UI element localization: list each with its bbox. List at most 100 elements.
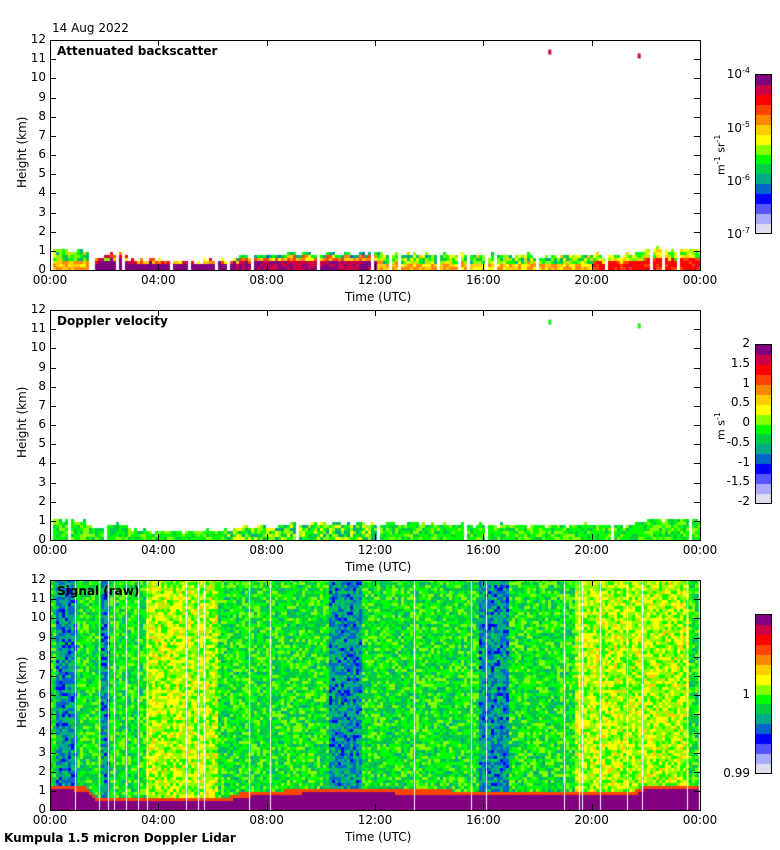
backscatter-colorbar (755, 74, 772, 234)
xtick-mark (375, 310, 376, 316)
xtick-mark (483, 40, 485, 46)
xtick-label: 04:00 (141, 273, 176, 287)
ytick-mark (694, 212, 700, 214)
xtick-mark (483, 264, 485, 270)
ytick-label: 11 (30, 591, 46, 606)
xtick-mark (700, 804, 701, 810)
xtick-label: 00:00 (682, 813, 718, 827)
cb0-tick-1e-4: 10-4 (726, 66, 750, 81)
ytick-mark (50, 637, 56, 639)
ytick-mark (50, 174, 56, 176)
ytick-label: 11 (30, 321, 46, 336)
ytick-mark (50, 135, 56, 137)
xtick-mark (591, 40, 593, 46)
ytick-mark (694, 329, 700, 331)
ytick-label: 9 (38, 89, 46, 104)
ytick-label: 1 (38, 512, 46, 527)
cb0-tick-1e-6: 10-6 (726, 173, 750, 188)
ytick-mark (694, 405, 700, 407)
ytick-mark (50, 386, 56, 388)
xtick-label: 16:00 (466, 543, 501, 557)
ytick-mark (694, 116, 700, 118)
xtick-mark (266, 40, 268, 46)
signal-xlabel: Time (UTC) (345, 830, 412, 844)
xtick-label: 20:00 (574, 273, 609, 287)
velocity-ylabel: Height (km) (15, 386, 29, 458)
xtick-label: 04:00 (141, 543, 176, 557)
xtick-mark (50, 534, 51, 540)
ytick-mark (694, 310, 700, 311)
ytick-mark (50, 405, 56, 407)
ytick-label: 6 (38, 687, 46, 701)
ytick-mark (50, 59, 56, 61)
velocity-xlabel: Time (UTC) (345, 560, 412, 574)
xtick-mark (700, 40, 701, 46)
xtick-mark (700, 580, 701, 586)
ytick-mark (50, 212, 56, 214)
cb1-tick: 1 (742, 375, 750, 390)
ytick-mark (694, 193, 700, 195)
ytick-mark (50, 310, 56, 311)
xtick-mark (266, 534, 268, 540)
ytick-label: 3 (38, 474, 46, 489)
ytick-mark (694, 78, 700, 80)
ytick-mark (694, 501, 700, 503)
ytick-mark (694, 425, 700, 426)
xtick-mark (50, 264, 51, 270)
ytick-mark (694, 97, 700, 99)
ytick-mark (50, 580, 56, 581)
ytick-mark (694, 599, 700, 601)
cb0-units-label: m-1 sr-1 (713, 134, 728, 175)
ytick-mark (694, 810, 700, 811)
ytick-mark (50, 155, 56, 156)
ytick-mark (694, 656, 700, 658)
ytick-mark (694, 695, 700, 696)
cb1-tick: 1.5 (730, 355, 750, 370)
xtick-mark (158, 264, 160, 270)
backscatter-title: Attenuated backscatter (57, 44, 218, 58)
ytick-mark (50, 618, 56, 620)
xtick-label: 00:00 (32, 273, 68, 287)
xtick-mark (700, 264, 701, 270)
ytick-mark (694, 40, 700, 41)
xtick-mark (50, 580, 51, 586)
backscatter-xlabel: Time (UTC) (345, 290, 412, 304)
ytick-label: 12 (30, 572, 46, 586)
xtick-mark (50, 40, 51, 46)
ytick-mark (50, 599, 56, 601)
xtick-label: 20:00 (574, 813, 609, 827)
cb1-units-label: m s-1 (713, 412, 728, 440)
xtick-label: 04:00 (141, 813, 176, 827)
xtick-mark (483, 580, 485, 586)
ytick-mark (694, 714, 700, 716)
ytick-label: 2 (38, 763, 46, 778)
backscatter-heatmap (50, 40, 700, 270)
xtick-mark (483, 310, 485, 316)
ytick-mark (694, 463, 700, 465)
ytick-label: 7 (38, 667, 46, 682)
xtick-label: 00:00 (682, 273, 718, 287)
signal-title: Signal (raw) (57, 584, 140, 598)
ytick-label: 5 (38, 436, 46, 451)
ytick-mark (694, 790, 700, 792)
ytick-label: 6 (38, 147, 46, 161)
ytick-label: 2 (38, 223, 46, 238)
ytick-mark (50, 771, 56, 773)
ytick-mark (694, 348, 700, 350)
cb0-tick-1e-5: 10-5 (726, 120, 750, 135)
xtick-mark (158, 804, 160, 810)
ytick-mark (694, 135, 700, 137)
xtick-mark (591, 580, 593, 586)
ytick-label: 5 (38, 166, 46, 181)
xtick-mark (158, 40, 160, 46)
ytick-label: 7 (38, 127, 46, 142)
ytick-label: 12 (30, 32, 46, 46)
xtick-mark (591, 804, 593, 810)
ytick-label: 10 (30, 610, 46, 625)
ytick-mark (694, 637, 700, 639)
ytick-label: 1 (38, 242, 46, 257)
ytick-mark (694, 367, 700, 369)
ytick-mark (694, 386, 700, 388)
ytick-label: 7 (38, 397, 46, 412)
ytick-mark (50, 540, 56, 541)
